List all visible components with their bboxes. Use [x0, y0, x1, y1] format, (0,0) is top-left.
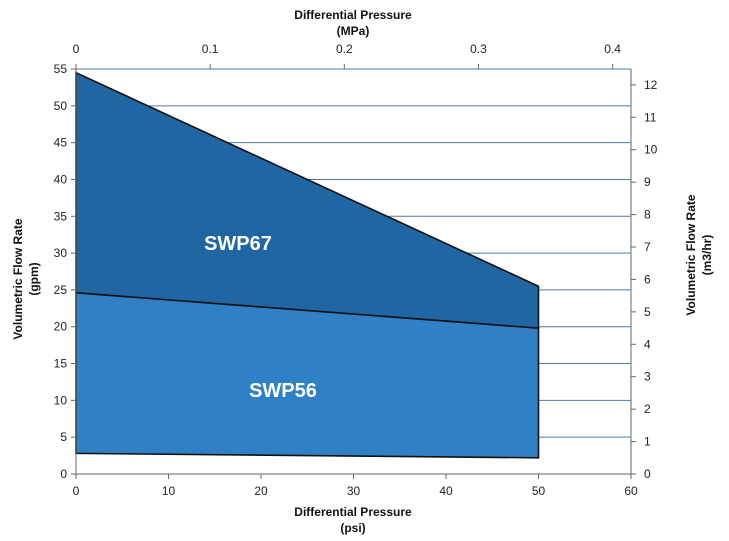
right-tick-label-4: 4 [644, 337, 651, 351]
right-tick-label-7: 7 [644, 240, 651, 254]
top-axis-unit: (MPa) [337, 24, 370, 38]
right-tick-label-2: 2 [644, 402, 651, 416]
regions [75, 71, 540, 459]
top-tick-label-2: 0.2 [336, 42, 353, 56]
left-tick-label-10: 10 [54, 393, 68, 407]
top-tick-label-1: 0.1 [202, 42, 219, 56]
left-tick-label-40: 40 [54, 172, 68, 186]
left-tick-label-35: 35 [54, 209, 68, 223]
left-axis-unit: (gpm) [27, 262, 41, 295]
top-tick-label-3: 0.3 [470, 42, 487, 56]
region-swp67 [75, 71, 540, 330]
right-tick-label-11: 11 [644, 110, 657, 124]
right-tick-label-10: 10 [644, 143, 658, 157]
left-tick-label-45: 45 [54, 136, 68, 150]
bottom-tick-label-0: 0 [73, 484, 80, 498]
top-tick-label-0: 0 [73, 42, 80, 56]
left-tick-label-50: 50 [54, 99, 68, 113]
left-tick-label-25: 25 [54, 283, 68, 297]
swp56-label: SWP56 [249, 380, 317, 402]
right-tick-label-12: 12 [644, 78, 658, 92]
right-tick-label-6: 6 [644, 272, 651, 286]
bottom-axis-title: Differential Pressure [294, 505, 412, 519]
top-tick-label-4: 0.4 [604, 42, 621, 56]
left-tick-label-5: 5 [60, 430, 67, 444]
right-tick-label-0: 0 [644, 467, 651, 481]
bottom-tick-label-30: 30 [347, 484, 361, 498]
right-tick-label-8: 8 [644, 208, 651, 222]
bottom-tick-label-20: 20 [254, 484, 268, 498]
bottom-tick-label-40: 40 [439, 484, 453, 498]
right-tick-label-1: 1 [644, 435, 651, 449]
bottom-tick-label-50: 50 [532, 484, 546, 498]
right-axis-title: Volumetric Flow Rate [684, 194, 698, 315]
top-axis-title: Differential Pressure [294, 8, 412, 22]
left-tick-label-0: 0 [60, 467, 67, 481]
left-tick-label-20: 20 [54, 320, 68, 334]
right-tick-label-9: 9 [644, 175, 651, 189]
right-tick-label-5: 5 [644, 305, 651, 319]
bottom-tick-label-60: 60 [624, 484, 638, 498]
left-tick-label-55: 55 [54, 62, 68, 76]
swp67-label: SWP67 [204, 233, 272, 255]
bottom-axis-unit: (psi) [340, 521, 365, 535]
left-axis-title: Volumetric Flow Rate [11, 218, 25, 339]
left-tick-label-30: 30 [54, 246, 68, 260]
right-tick-label-3: 3 [644, 370, 651, 384]
right-axis-unit: (m3/hr) [700, 235, 714, 276]
left-tick-label-15: 15 [54, 357, 68, 371]
bottom-tick-label-10: 10 [162, 484, 176, 498]
